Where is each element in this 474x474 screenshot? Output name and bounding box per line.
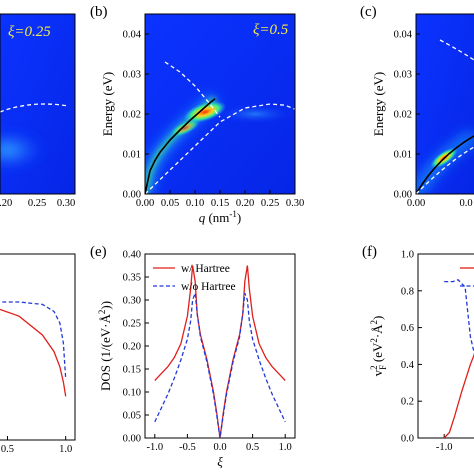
- panel-f-frame: [417, 253, 474, 439]
- panel-b-letter: (b): [90, 4, 108, 20]
- panel-f-y-tick: 0.2: [401, 397, 414, 408]
- panel-b-x-tick: 0.00: [136, 198, 154, 209]
- panel-b-x-tick: 0.25: [261, 198, 279, 209]
- panel-e-x-tick: 0.0: [213, 442, 226, 453]
- panel-d-line-wo-hartree: [0, 301, 67, 379]
- panel-e-y-tick: 0.00: [123, 434, 141, 445]
- panel-c-y-tick: 0.02: [394, 110, 412, 121]
- panel-f-y-tick: 1.0: [401, 250, 414, 261]
- panel-e-letter: (e): [90, 244, 107, 260]
- panel-c-letter: (c): [360, 4, 377, 20]
- panel-c-frame: [415, 13, 474, 195]
- panel-c-plasmon-curve: [416, 135, 474, 194]
- panel-c-ylabel: Energy (eV): [371, 72, 386, 136]
- panel-a-glow: [0, 130, 48, 170]
- panel-f-ylabel: vF2 (eV2·Å2): [369, 316, 388, 377]
- panel-b: (b) ξ=0.5 0.00 0.05 0.10 0.15 0.20 0.25 0.300.…: [90, 4, 304, 225]
- panel-c-y-tick: 0.01: [394, 150, 412, 161]
- panel-e-ylabel: DOS (1/(eV·Å2)): [97, 301, 113, 391]
- panel-b-lower-dashed: [145, 103, 295, 194]
- panel-c-lower-dashed: [416, 146, 474, 194]
- panel-b-x-tick: 0.15: [211, 198, 229, 209]
- panel-b-ylabel: Energy (eV): [100, 72, 115, 136]
- panel-c-y-tick: 0.03: [394, 70, 412, 81]
- panel-a-xi-label: ξ=0.25: [8, 24, 51, 40]
- panel-e-y-tick: 0.10: [123, 388, 141, 399]
- panel-b-y-tick: 0.04: [123, 30, 142, 41]
- panel-c-heatmap: [416, 14, 474, 194]
- panel-b-y-tick: 0.03: [123, 70, 141, 81]
- panel-f-axes: 0.0 0.2 0.4 0.6 0.8 1.0 -1.0: [401, 250, 453, 454]
- panel-e-y-tick: 0.35: [123, 273, 141, 284]
- panel-d-line-w-hartree: [0, 308, 67, 397]
- legend-label-w-hartree: w/ Hartree: [181, 263, 230, 275]
- panel-f-y-tick: 0.8: [401, 286, 414, 297]
- panel-a: ξ=0.25 0.20 0.25 0.30: [0, 13, 76, 209]
- panel-d-x-tick: 1.0: [59, 444, 72, 455]
- panel-c-axes: 0.00 0.01 0.02 0.03 0.04 0.00 0.0: [394, 30, 473, 210]
- panel-b-x-tick: 0.30: [286, 198, 304, 209]
- panel-f-y-tick: 0.0: [401, 434, 414, 445]
- legend-label-wo-hartree: w/o Hartree: [181, 281, 236, 293]
- panel-b-y-tick: 0.01: [123, 150, 141, 161]
- panel-e-y-tick: 0.15: [123, 365, 141, 376]
- panel-f-line-w-hartree: [443, 353, 474, 438]
- panel-b-heatmap: [145, 14, 295, 194]
- panel-e: (e) -1.0 -0.5 0.0 0.5 1.0 0.00 0.05 0.10 0.15 0.2…: [90, 244, 296, 469]
- panel-e-y-tick: 0.20: [123, 342, 141, 353]
- panel-e-x-tick: -1.0: [146, 442, 163, 453]
- panel-e-y-tick: 0.05: [123, 411, 141, 422]
- panel-e-xlabel: ξ: [217, 454, 223, 469]
- panel-e-x-tick: 0.5: [246, 442, 259, 453]
- panel-b-axes: 0.00 0.05 0.10 0.15 0.20 0.25 0.30 0.00 0.01 0.02…: [123, 30, 305, 210]
- panel-e-legend: w/ Hartree w/o Hartree: [153, 263, 236, 293]
- panel-f-y-tick: 0.6: [401, 323, 414, 334]
- panel-a-x-tick: 0.20: [0, 198, 12, 209]
- panel-b-x-tick: 0.10: [186, 198, 204, 209]
- panel-b-upper-dashed: [164, 61, 221, 118]
- panel-f-letter: (f): [362, 244, 377, 260]
- panel-a-x-tick: 0.25: [28, 198, 46, 209]
- panel-e-x-tick: -0.5: [179, 442, 196, 453]
- panel-c-x-tick: 0.0: [459, 198, 472, 209]
- panel-c: (c) 0.00 0.01 0.02 0.03 0.04 0.00 0.0 Energy (…: [360, 4, 474, 209]
- panel-b-x-tick: 0.20: [236, 198, 254, 209]
- panel-b-xi-label: ξ=0.5: [253, 22, 289, 38]
- panel-c-x-tick: 0.00: [407, 198, 425, 209]
- panel-b-faint-glow: [215, 104, 295, 124]
- panel-a-x-ticks: 0.20 0.25 0.30: [0, 198, 75, 209]
- panel-b-x-tick: 0.05: [161, 198, 179, 209]
- panel-c-y-tick: 0.04: [394, 30, 413, 41]
- panel-b-y-tick: 0.00: [123, 190, 141, 201]
- panel-f-y-tick: 0.4: [401, 360, 415, 371]
- panel-e-y-tick: 0.25: [123, 319, 141, 330]
- panel-b-y-tick: 0.02: [123, 110, 141, 121]
- panel-e-line-wo-hartree: [154, 292, 286, 438]
- panel-d-x-tick: 0.5: [1, 444, 14, 455]
- panel-d: 0.5 1.0: [0, 253, 76, 455]
- panel-a-x-tick: 0.30: [57, 198, 75, 209]
- panel-c-y-tick: 0.00: [394, 190, 412, 201]
- panel-f: (f) 0.0 0.2 0.4 0.6 0.8 1.0 -1.0 vF2 (eV2·Å2): [362, 244, 474, 453]
- panel-f-line-wo-hartree: [444, 279, 474, 355]
- panel-e-axes: -1.0 -0.5 0.0 0.5 1.0 0.00 0.05 0.10 0.15 0.20 0.2…: [123, 250, 292, 454]
- panel-b-plasmon-curve: [145, 98, 216, 194]
- panel-d-axes: 0.5 1.0: [1, 436, 72, 455]
- panel-d-frame: [0, 253, 76, 441]
- panel-f-x-tick: -1.0: [436, 442, 453, 453]
- panel-e-x-tick: 1.0: [279, 442, 292, 453]
- panel-e-y-tick: 0.40: [123, 250, 141, 261]
- panel-c-upper-dashed: [439, 39, 474, 61]
- panel-e-y-tick: 0.30: [123, 296, 141, 307]
- panel-b-xlabel: q (nm-1): [199, 209, 242, 225]
- panel-e-line-w-hartree: [154, 265, 286, 438]
